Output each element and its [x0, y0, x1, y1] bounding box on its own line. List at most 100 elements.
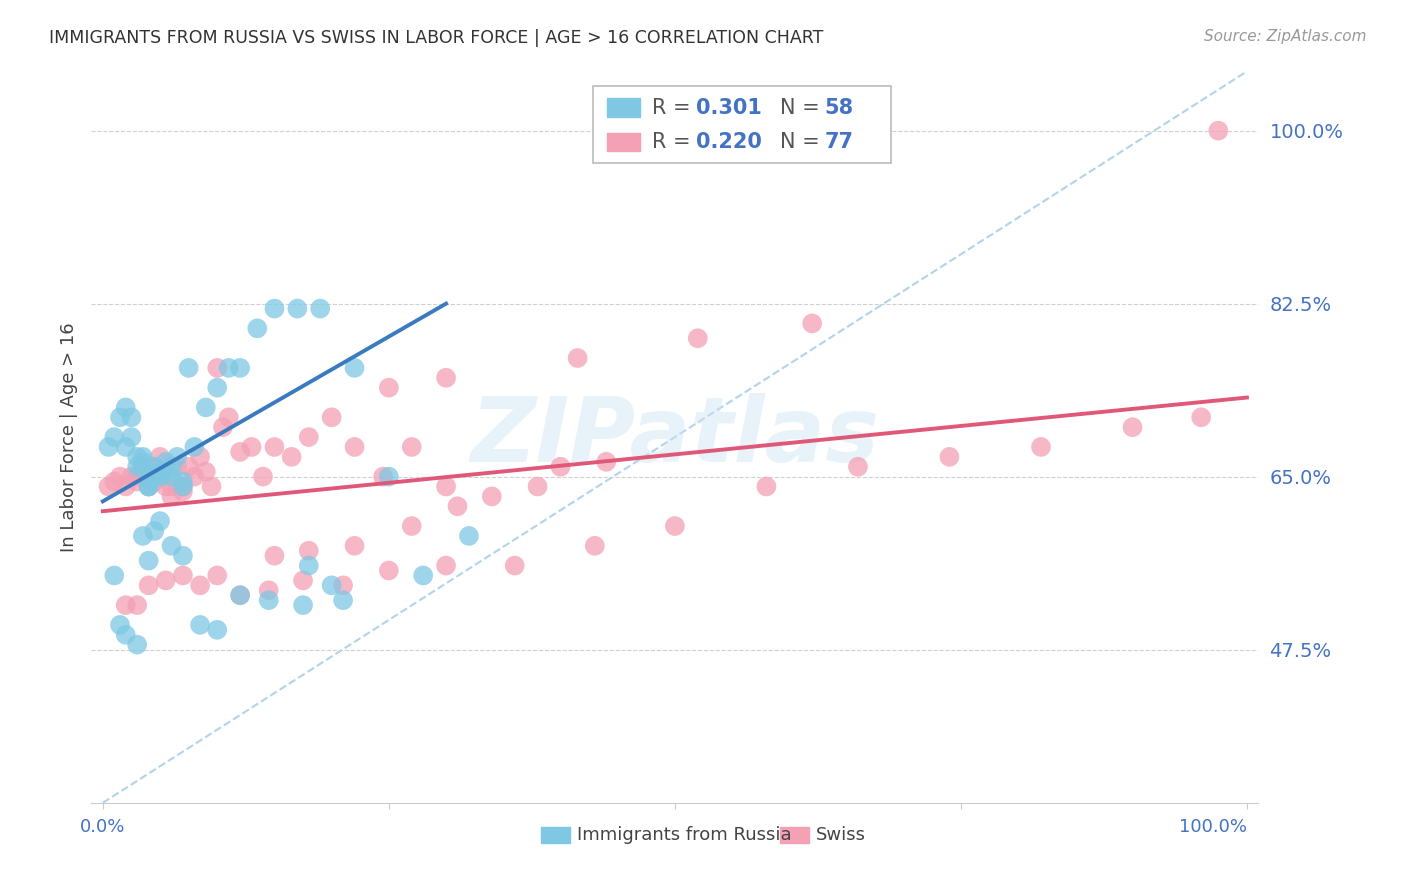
Point	[434, 558, 457, 573]
Point	[298, 543, 321, 558]
Point	[155, 479, 177, 493]
Point	[378, 381, 401, 395]
Point	[257, 583, 280, 598]
Point	[401, 440, 423, 454]
Point	[458, 529, 481, 543]
Text: 77: 77	[824, 132, 853, 153]
Point	[846, 459, 869, 474]
Point	[103, 568, 125, 582]
Point	[120, 469, 142, 483]
Point	[434, 371, 457, 385]
Point	[240, 440, 263, 454]
Point	[664, 519, 686, 533]
Point	[108, 410, 131, 425]
Point	[160, 479, 183, 493]
Text: Source: ZipAtlas.com: Source: ZipAtlas.com	[1204, 29, 1367, 44]
Point	[172, 479, 194, 493]
Point	[218, 410, 240, 425]
Point	[343, 440, 366, 454]
Point	[160, 539, 183, 553]
Point	[801, 317, 824, 331]
Point	[503, 558, 526, 573]
Point	[138, 479, 160, 493]
Point	[188, 618, 211, 632]
Point	[188, 450, 211, 464]
Point	[194, 465, 217, 479]
FancyBboxPatch shape	[593, 86, 891, 163]
Point	[172, 484, 194, 499]
Point	[583, 539, 606, 553]
Text: 0.220: 0.220	[696, 132, 762, 153]
Point	[138, 578, 160, 592]
Point	[172, 549, 194, 563]
Point	[149, 465, 172, 479]
Point	[103, 430, 125, 444]
FancyBboxPatch shape	[780, 827, 808, 843]
Point	[177, 459, 200, 474]
Point	[292, 598, 315, 612]
Point	[263, 440, 285, 454]
Point	[166, 459, 188, 474]
Point	[526, 479, 548, 493]
Text: 0.0%: 0.0%	[80, 818, 125, 836]
Point	[138, 475, 160, 489]
Point	[1029, 440, 1052, 454]
Point	[550, 459, 572, 474]
Point	[114, 598, 136, 612]
Text: R =: R =	[651, 132, 697, 153]
Point	[401, 519, 423, 533]
Point	[257, 593, 280, 607]
Point	[149, 469, 172, 483]
Point	[321, 410, 343, 425]
Point	[194, 401, 217, 415]
Point	[298, 558, 321, 573]
Point	[138, 475, 160, 489]
Point	[160, 469, 183, 483]
Point	[229, 360, 252, 375]
Point	[114, 401, 136, 415]
Point	[127, 638, 149, 652]
Point	[434, 479, 457, 493]
Point	[132, 450, 155, 464]
Point	[755, 479, 778, 493]
Point	[595, 455, 617, 469]
Point	[481, 489, 503, 503]
Point	[138, 479, 160, 493]
Point	[155, 465, 177, 479]
Point	[207, 623, 229, 637]
Point	[138, 479, 160, 493]
Point	[371, 469, 394, 483]
Point	[207, 381, 229, 395]
Point	[183, 440, 205, 454]
Point	[229, 445, 252, 459]
Text: IMMIGRANTS FROM RUSSIA VS SWISS IN LABOR FORCE | AGE > 16 CORRELATION CHART: IMMIGRANTS FROM RUSSIA VS SWISS IN LABOR…	[49, 29, 824, 46]
Text: Swiss: Swiss	[815, 826, 866, 844]
Point	[127, 450, 149, 464]
Point	[200, 479, 222, 493]
Point	[138, 554, 160, 568]
FancyBboxPatch shape	[541, 827, 569, 843]
Point	[332, 593, 354, 607]
Point	[160, 459, 183, 474]
Point	[120, 410, 142, 425]
Point	[938, 450, 960, 464]
Point	[114, 440, 136, 454]
Point	[188, 578, 211, 592]
Point	[229, 588, 252, 602]
Point	[378, 469, 401, 483]
Point	[103, 475, 125, 489]
Point	[143, 475, 166, 489]
Point	[132, 459, 155, 474]
Point	[143, 459, 166, 474]
Point	[1121, 420, 1143, 434]
Point	[143, 469, 166, 483]
Text: R =: R =	[651, 97, 697, 118]
Point	[172, 475, 194, 489]
Point	[97, 479, 120, 493]
Point	[298, 430, 321, 444]
Point	[332, 578, 354, 592]
Point	[280, 450, 302, 464]
Point	[132, 529, 155, 543]
Point	[212, 420, 235, 434]
Point	[160, 489, 183, 503]
